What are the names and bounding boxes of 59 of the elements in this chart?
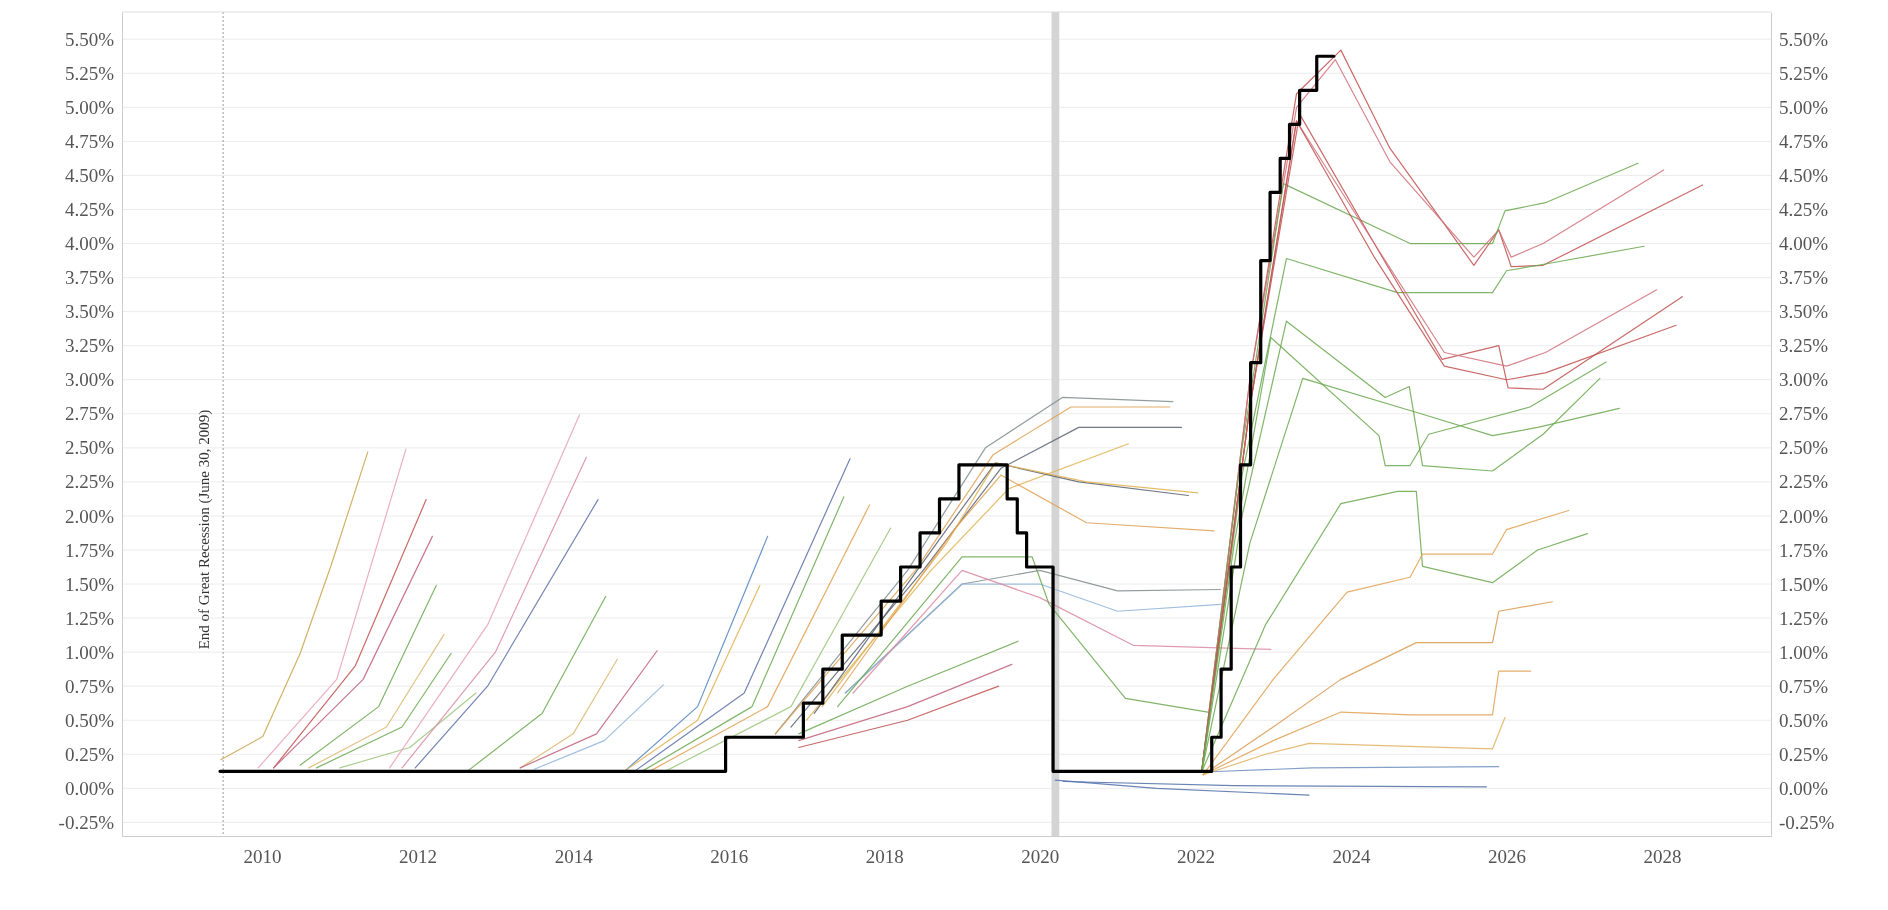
x-tick-label: 2020 — [1021, 846, 1060, 868]
y2-tick-label: 5.25% — [1779, 62, 1829, 84]
y-tick-label: 4.50% — [64, 165, 115, 187]
y-tick-label: 1.25% — [64, 607, 115, 629]
x-tick-label: 2028 — [1643, 846, 1682, 868]
y2-tick-label: 1.00% — [1779, 641, 1829, 663]
y2-tick-label: 3.25% — [1779, 335, 1829, 357]
y-tick-label: 2.25% — [64, 471, 115, 493]
y-tick-label: 3.75% — [64, 267, 115, 289]
y2-tick-label: 2.25% — [1779, 471, 1829, 493]
y2-tick-label: 1.75% — [1779, 539, 1829, 561]
y2-tick-label: 0.00% — [1779, 777, 1829, 799]
y-tick-label: 2.50% — [64, 437, 115, 459]
y-tick-label: 5.25% — [64, 62, 115, 84]
x-tick-label: 2014 — [554, 846, 594, 868]
y2-tick-label: 2.00% — [1779, 505, 1829, 527]
y-tick-label: 1.50% — [64, 573, 115, 595]
y2-tick-label: 1.25% — [1779, 607, 1829, 629]
y2-tick-label: 3.00% — [1779, 369, 1829, 391]
y-tick-label: 4.25% — [64, 199, 115, 221]
y2-tick-label: 4.00% — [1779, 233, 1829, 255]
y-tick-label: 5.00% — [64, 96, 115, 118]
y2-tick-label: 1.50% — [1779, 573, 1829, 595]
y2-tick-label: 5.00% — [1779, 96, 1829, 118]
y2-tick-label: 0.50% — [1779, 709, 1829, 731]
y2-tick-label: 5.50% — [1779, 28, 1829, 50]
y-tick-label: 3.00% — [64, 369, 115, 391]
y-tick-label: 4.75% — [64, 130, 115, 152]
y-tick-label: 1.00% — [64, 641, 115, 663]
y2-tick-label: 2.75% — [1779, 403, 1829, 425]
y-tick-label: 0.50% — [64, 709, 115, 731]
y2-tick-label: 2.50% — [1779, 437, 1829, 459]
y2-tick-label: 3.75% — [1779, 267, 1829, 289]
y2-tick-label: 4.25% — [1779, 199, 1829, 221]
x-tick-label: 2016 — [710, 846, 749, 868]
x-tick-label: 2024 — [1332, 846, 1371, 868]
y-tick-label: 3.50% — [64, 301, 115, 323]
y2-tick-label: 0.75% — [1779, 675, 1829, 697]
y-tick-label: 0.25% — [64, 743, 115, 765]
y-tick-label: 0.75% — [64, 675, 115, 697]
x-tick-label: 2012 — [399, 846, 438, 868]
y-tick-label: 5.50% — [64, 28, 115, 50]
x-tick-label: 2018 — [865, 846, 904, 868]
x-tick-label: 2026 — [1488, 846, 1527, 868]
y-tick-label: 2.75% — [64, 403, 115, 425]
y-tick-label: 2.00% — [64, 505, 115, 527]
y-tick-label: 4.00% — [64, 233, 115, 255]
x-tick-label: 2010 — [243, 846, 282, 868]
y2-tick-label: 4.75% — [1779, 130, 1829, 152]
ref-line-label: End of Great Recession (June 30, 2009) — [196, 409, 214, 650]
y2-tick-label: -0.25% — [1779, 811, 1835, 833]
y-tick-label: -0.25% — [58, 811, 115, 833]
y-tick-label: 0.00% — [64, 777, 115, 799]
y2-tick-label: 3.50% — [1779, 301, 1829, 323]
y2-tick-label: 0.25% — [1779, 743, 1829, 765]
y-tick-label: 1.75% — [64, 539, 115, 561]
y-tick-label: 3.25% — [64, 335, 115, 357]
x-tick-label: 2022 — [1176, 846, 1215, 868]
y2-tick-label: 4.50% — [1779, 165, 1829, 187]
